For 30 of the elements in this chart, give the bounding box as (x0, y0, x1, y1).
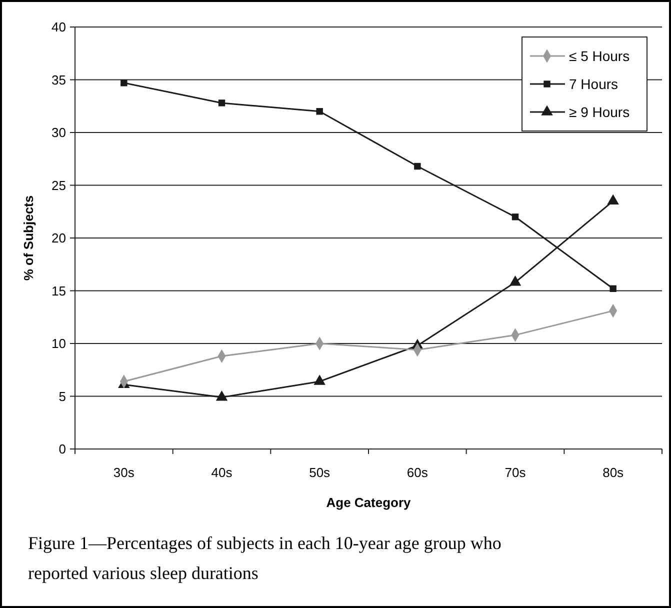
y-tick-label: 30 (52, 125, 66, 140)
x-axis-title: Age Category (326, 495, 412, 510)
y-tick-label: 25 (52, 178, 66, 193)
legend-label: 7 Hours (569, 76, 618, 92)
x-tick-label: 70s (504, 465, 526, 480)
y-tick-label: 20 (52, 230, 66, 246)
y-tick-label: 10 (52, 336, 66, 352)
point (316, 108, 323, 115)
caption: Figure 1—Percentages of subjects in each 10-year age group who reported various sleep durations (28, 533, 502, 583)
point (314, 374, 326, 385)
legend-label: ≥ 9 Hours (569, 104, 630, 120)
point (512, 214, 519, 220)
y-tick-label: 5 (58, 388, 66, 404)
y-tick-label: 40 (52, 20, 66, 35)
point (218, 100, 226, 106)
x-tick-label: 50s (309, 465, 331, 480)
y-tick-label: 15 (52, 283, 66, 298)
x-tick-label: 80s (602, 465, 624, 480)
point (216, 390, 228, 401)
y-tick-label: 35 (52, 72, 66, 88)
x-tick-label: 30s (113, 465, 135, 480)
point (414, 162, 421, 170)
y-tick-label: 0 (58, 442, 66, 457)
y-axis-title: % of Subjects (21, 195, 36, 281)
x-tick-label: 60s (406, 465, 428, 480)
point (610, 285, 616, 292)
point (120, 80, 128, 86)
x-tick-label: 40s (211, 465, 233, 480)
point (509, 276, 522, 286)
legend-label: ≤ 5 Hours (569, 48, 630, 64)
